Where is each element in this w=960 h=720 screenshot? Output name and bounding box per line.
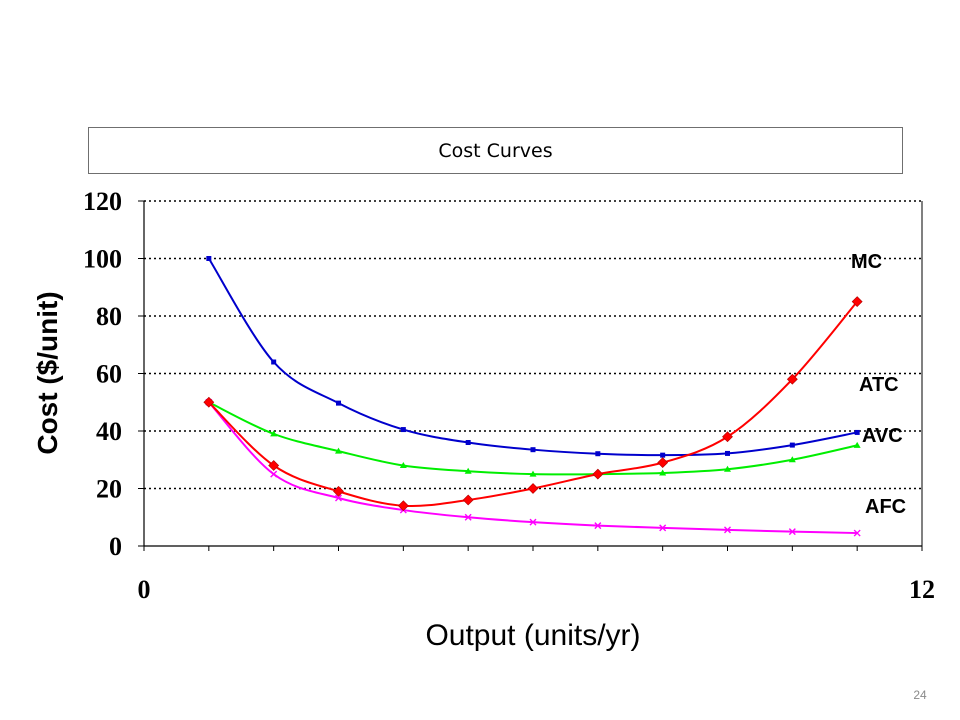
afc-label: AFC [865, 496, 906, 518]
avc-point [270, 430, 278, 437]
atc-point [465, 440, 471, 445]
avc-point [335, 447, 342, 454]
mc-point [462, 494, 474, 506]
afc-point [853, 529, 861, 537]
atc-point [854, 429, 860, 435]
afc-point [659, 524, 667, 532]
atc-curve [207, 257, 858, 457]
mc-label: MC [851, 251, 882, 273]
slide-number: 24 [913, 688, 927, 702]
y-tick-label: 0 [109, 532, 122, 561]
avc-point [724, 465, 731, 472]
x-axis-label: Output (units/yr) [425, 619, 640, 652]
y-tick-label: 40 [96, 417, 122, 446]
avc-point [788, 456, 796, 463]
y-tick-label: 80 [96, 302, 122, 331]
afc-point [594, 522, 602, 530]
series-group [203, 256, 863, 537]
mc-point [397, 500, 409, 512]
atc-point [271, 359, 277, 365]
chart-title: Cost Curves [88, 127, 903, 174]
avc-point [529, 470, 537, 477]
series-labels: MC ATC AVC AFC [851, 251, 906, 518]
mc-point [268, 460, 280, 471]
atc-point [400, 427, 406, 433]
y-axis-label: Cost ($/unit) [32, 291, 63, 454]
mc-point [333, 485, 344, 497]
atc-label: ATC [859, 374, 899, 396]
afc-point [788, 528, 796, 536]
atc-point [660, 452, 666, 458]
avc-curve [208, 401, 858, 476]
afc-point [529, 518, 537, 526]
atc-point [789, 442, 795, 448]
atc-point [336, 400, 341, 406]
axes [138, 200, 923, 551]
mc-point [657, 457, 669, 469]
avc-label: AVC [862, 425, 903, 447]
y-tick-labels: 0 20 40 60 80 100 120 [83, 187, 122, 561]
avc-point [399, 462, 407, 468]
afc-curve [208, 401, 858, 535]
afc-point [724, 526, 731, 534]
avc-point [853, 441, 861, 448]
y-tick-label: 60 [96, 360, 122, 389]
mc-point [592, 468, 604, 480]
mc-point [851, 296, 863, 308]
afc-point [335, 494, 342, 502]
y-tick-label: 20 [96, 475, 122, 504]
mc-point [203, 396, 215, 408]
avc-point [659, 469, 667, 476]
mc-point [786, 373, 798, 385]
mc-point [527, 483, 539, 494]
atc-point [206, 256, 212, 261]
avc-point [464, 467, 472, 474]
atc-point [725, 450, 730, 456]
x-tick-labels: 0 12 [138, 575, 936, 604]
afc-point [464, 513, 472, 521]
atc-point [530, 447, 536, 453]
afc-point [270, 470, 278, 478]
mc-point [722, 431, 733, 443]
atc-point [595, 451, 601, 457]
y-tick-label: 120 [83, 187, 122, 216]
y-tick-label: 100 [83, 245, 122, 274]
x-tick-label: 12 [909, 575, 935, 604]
x-tick-label: 0 [138, 575, 151, 604]
